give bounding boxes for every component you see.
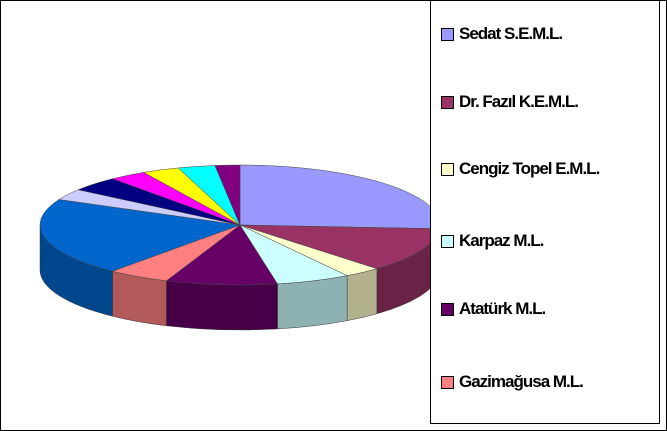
legend-swatch — [441, 96, 454, 109]
slice — [214, 164, 241, 226]
slice — [39, 199, 241, 272]
legend-label: Sedat S.E.M.L. — [459, 24, 563, 43]
legend-entry: Atatürk M.L. — [441, 298, 654, 320]
legend: Sedat S.E.M.L. Dr. Fazıl K.E.M.L. Cengiz T… — [430, 0, 660, 424]
legend-swatch — [441, 163, 454, 176]
legend-label: Gazimağusa M.L. — [459, 372, 584, 391]
legend-entry: Gazimağusa M.L. — [441, 371, 654, 393]
side-shade — [112, 271, 167, 326]
side-shade — [166, 280, 278, 330]
legend-entry: Sedat S.E.M.L. — [441, 23, 654, 45]
slice — [165, 224, 278, 286]
side-shade — [376, 228, 440, 314]
legend-label: Atatürk M.L. — [459, 299, 546, 318]
legend-swatch — [441, 235, 454, 248]
legend-swatch — [441, 303, 454, 316]
legend-label: Dr. Fazıl K.E.M.L. — [459, 92, 579, 111]
legend-label: Cengiz Topel E.M.L. — [459, 159, 600, 178]
legend-label: Karpaz M.L. — [459, 231, 544, 250]
side-shade — [40, 225, 113, 317]
legend-entry: Cengiz Topel E.M.L. — [441, 158, 654, 180]
legend-swatch — [441, 376, 454, 389]
legend-entry: Dr. Fazıl K.E.M.L. — [441, 91, 654, 113]
legend-entry: Karpaz M.L. — [441, 230, 654, 252]
legend-swatch — [441, 28, 454, 41]
side-shade — [277, 275, 348, 329]
side-shade — [347, 268, 377, 321]
